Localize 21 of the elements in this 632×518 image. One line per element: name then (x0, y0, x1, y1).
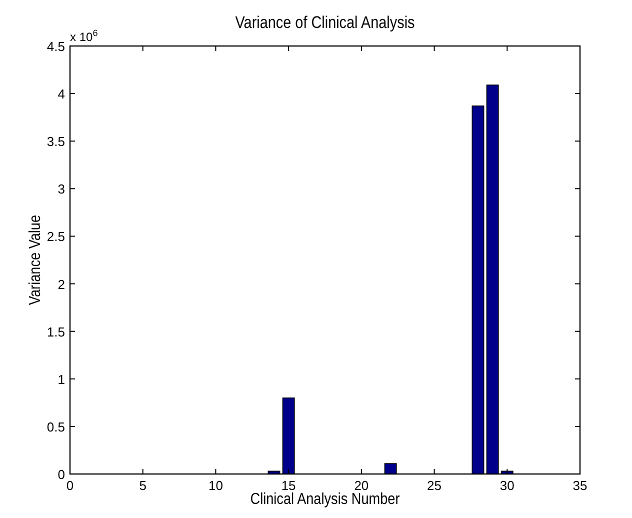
x-tick-label: 15 (281, 478, 296, 493)
y-tick-label: 2.5 (46, 229, 65, 244)
chart-title: Variance of Clinical Analysis (235, 14, 415, 32)
y-tick-label: 4.5 (46, 39, 65, 54)
y-tick-label: 1 (58, 372, 65, 387)
x-tick-label: 30 (500, 478, 514, 493)
x-tick-label: 10 (208, 478, 223, 493)
y-axis-title: Variance Value (27, 214, 44, 306)
x-tick-label: 25 (427, 478, 442, 493)
y-tick-label: 3 (58, 182, 65, 197)
y-tick-label: 0 (58, 467, 65, 482)
text: x 10$^{6}$ (70, 28, 98, 44)
y-tick-label: 4 (58, 86, 65, 102)
y-tick-label: 1.5 (46, 324, 65, 340)
y-tick-label: 2 (58, 276, 65, 292)
x-tick-label: 35 (572, 478, 588, 493)
y-tick-label: 3.5 (46, 134, 65, 150)
x-axis-title: Clinical Analysis Number (250, 491, 400, 508)
x-tick-label: 20 (354, 478, 369, 493)
y-tick-label: 0.5 (46, 419, 65, 434)
x-tick-label: 5 (139, 478, 146, 493)
